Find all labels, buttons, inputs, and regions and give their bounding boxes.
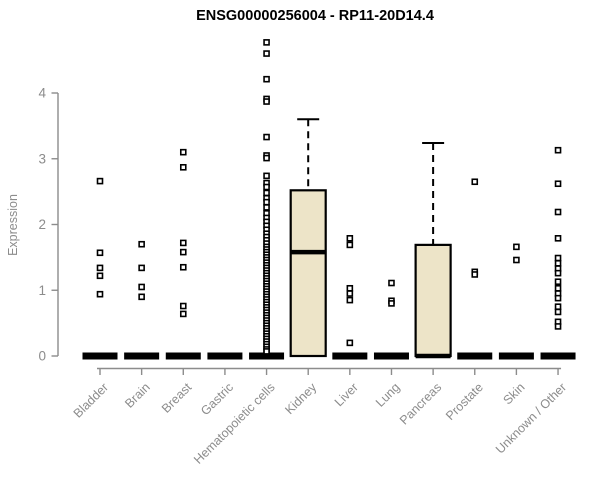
collapsed-box	[457, 352, 493, 360]
outlier-point	[346, 241, 354, 249]
y-tick-label: 1	[38, 283, 46, 298]
outlier-point	[179, 310, 187, 318]
x-tick-label: Unknown / Other	[493, 380, 569, 456]
outlier-point	[263, 189, 270, 197]
collapsed-box	[207, 352, 243, 360]
outlier-point	[554, 254, 562, 262]
outlier-point	[138, 240, 145, 248]
x-tick-label: Gastric	[198, 380, 236, 418]
collapsed-box	[540, 352, 576, 360]
box	[289, 189, 327, 358]
x-tick-label: Bladder	[71, 380, 111, 420]
outlier-point	[179, 248, 187, 256]
outlier-point	[388, 300, 395, 307]
x-tick-label: Skin	[500, 380, 527, 407]
outlier-point	[346, 284, 354, 292]
outlier-point	[263, 348, 270, 355]
outlier-point	[388, 279, 395, 287]
outlier-point	[263, 204, 270, 211]
collapsed-box	[249, 352, 285, 360]
collapsed-box	[332, 352, 368, 360]
x-tick-label: Lung	[373, 380, 403, 410]
outlier-point	[96, 177, 104, 185]
chart-title: ENSG00000256004 - RP11-20D14.4	[196, 8, 434, 24]
outlier-point	[471, 178, 479, 186]
collapsed-box	[124, 352, 160, 360]
outlier-point	[471, 271, 479, 278]
outlier-point	[138, 293, 145, 301]
outlier-point	[554, 208, 562, 216]
outlier-point	[263, 198, 270, 206]
outlier-point	[346, 235, 354, 242]
outlier-point	[179, 263, 187, 271]
collapsed-box	[82, 352, 118, 360]
outlier-point	[346, 339, 354, 347]
x-tick-label: Kidney	[282, 380, 319, 417]
outlier-point	[554, 284, 562, 292]
outlier-point	[554, 323, 562, 330]
outlier-point	[554, 278, 562, 286]
x-tick-label: Brain	[122, 380, 153, 411]
y-tick-label: 2	[38, 217, 46, 232]
outlier-point	[179, 302, 187, 310]
outlier-point	[263, 154, 270, 162]
outlier-point	[554, 294, 562, 302]
y-tick-label: 3	[38, 151, 46, 166]
outlier-point	[554, 269, 562, 277]
outlier-point	[96, 249, 104, 257]
collapsed-box	[373, 352, 409, 360]
outlier-point	[554, 146, 562, 154]
x-tick-label: Pancreas	[397, 380, 444, 427]
collapsed-box	[498, 352, 534, 360]
outlier-point	[138, 264, 145, 272]
y-tick-label: 4	[38, 86, 46, 101]
outlier-point	[263, 172, 270, 180]
x-tick-label: Prostate	[443, 380, 486, 423]
outlier-point	[554, 308, 562, 316]
outlier-point	[554, 259, 562, 267]
outlier-point	[346, 290, 354, 297]
outlier-point	[263, 50, 270, 57]
outlier-point	[138, 283, 145, 291]
outlier-point	[96, 264, 104, 272]
box	[414, 243, 452, 358]
x-tick-label: Liver	[332, 380, 361, 409]
y-tick-label: 0	[38, 349, 46, 364]
outlier-point	[96, 290, 104, 298]
outlier-point	[513, 243, 520, 251]
outlier-point	[263, 183, 270, 191]
outlier-point	[263, 98, 270, 105]
outlier-point	[263, 75, 270, 83]
outlier-point	[263, 133, 270, 141]
outlier-point	[263, 39, 270, 46]
outlier-point	[554, 303, 562, 310]
outlier-point	[179, 163, 187, 171]
outlier-point	[554, 235, 562, 242]
outlier-point	[346, 296, 354, 304]
outlier-point	[554, 180, 562, 188]
outlier-point	[179, 239, 187, 247]
outlier-point	[96, 272, 104, 280]
collapsed-box	[165, 352, 201, 360]
x-tick-label: Breast	[159, 380, 195, 416]
outlier-point	[513, 256, 520, 264]
outlier-point	[179, 148, 187, 156]
x-tick-label: Hematopoietic cells	[191, 380, 278, 467]
